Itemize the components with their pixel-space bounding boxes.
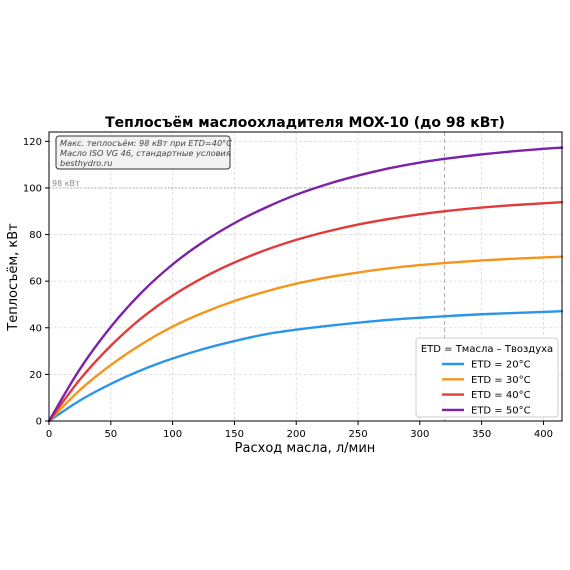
y-tick-label: 100 bbox=[23, 183, 42, 194]
x-tick-label: 0 bbox=[46, 429, 52, 440]
y-tick-label: 60 bbox=[29, 277, 42, 288]
legend-frame bbox=[415, 337, 559, 418]
series-line-etd-30 bbox=[47, 255, 564, 423]
annotation-line-3: besthydro.ru bbox=[60, 158, 112, 168]
legend-label: ETD = 20°C bbox=[471, 360, 531, 371]
annotation-box-frame bbox=[55, 135, 231, 170]
series-line-etd-50 bbox=[47, 146, 564, 423]
annotation-line-2: Масло ISO VG 46, стандартные условия bbox=[60, 148, 231, 158]
x-tick-label: 200 bbox=[287, 429, 306, 440]
series-layer bbox=[47, 146, 564, 423]
x-tick-label: 100 bbox=[163, 429, 182, 440]
y-tick-label: 120 bbox=[23, 137, 42, 148]
chart-title: Теплосъём маслоохладителя MOX-10 (до 98 … bbox=[105, 115, 505, 131]
legend-title: ETD = Тмасла – Твоздуха bbox=[421, 344, 553, 355]
legend-label: ETD = 30°C bbox=[471, 375, 531, 386]
x-tick-label: 300 bbox=[410, 429, 429, 440]
x-tick-label: 250 bbox=[348, 429, 367, 440]
reference-label-98kw: 98 кВт bbox=[52, 179, 80, 188]
plot-area-frame bbox=[48, 131, 563, 422]
legend-entries: ETD = 20°C ETD = 30°C ETD = 40°C ETD = 50°C bbox=[442, 360, 531, 416]
x-tick-label: 400 bbox=[534, 429, 553, 440]
y-tick-label: 20 bbox=[29, 370, 42, 381]
x-tick-label: 350 bbox=[472, 429, 491, 440]
tick-layer: 0 50 100 150 200 250 300 350 400 0 20 40 60 80 100 120 bbox=[23, 137, 553, 440]
series-line-etd-20 bbox=[47, 310, 564, 423]
series-line-etd-40 bbox=[47, 200, 564, 423]
legend-label: ETD = 50°C bbox=[471, 405, 531, 416]
y-tick-label: 0 bbox=[36, 417, 42, 428]
y-tick-label: 40 bbox=[29, 323, 42, 334]
annotation-line-1: Макс. теплосъём: 98 кВт при ETD=40°C bbox=[60, 138, 232, 148]
x-tick-label: 50 bbox=[104, 429, 117, 440]
y-tick-label: 80 bbox=[29, 230, 42, 241]
legend-label: ETD = 40°C bbox=[471, 390, 531, 401]
x-axis-label: Расход масла, л/мин bbox=[235, 441, 376, 456]
y-axis-label: Теплосъём, кВт bbox=[6, 223, 21, 332]
x-tick-label: 150 bbox=[225, 429, 244, 440]
annotation-box: Макс. теплосъём: 98 кВт при ETD=40°C Мас… bbox=[55, 135, 232, 170]
